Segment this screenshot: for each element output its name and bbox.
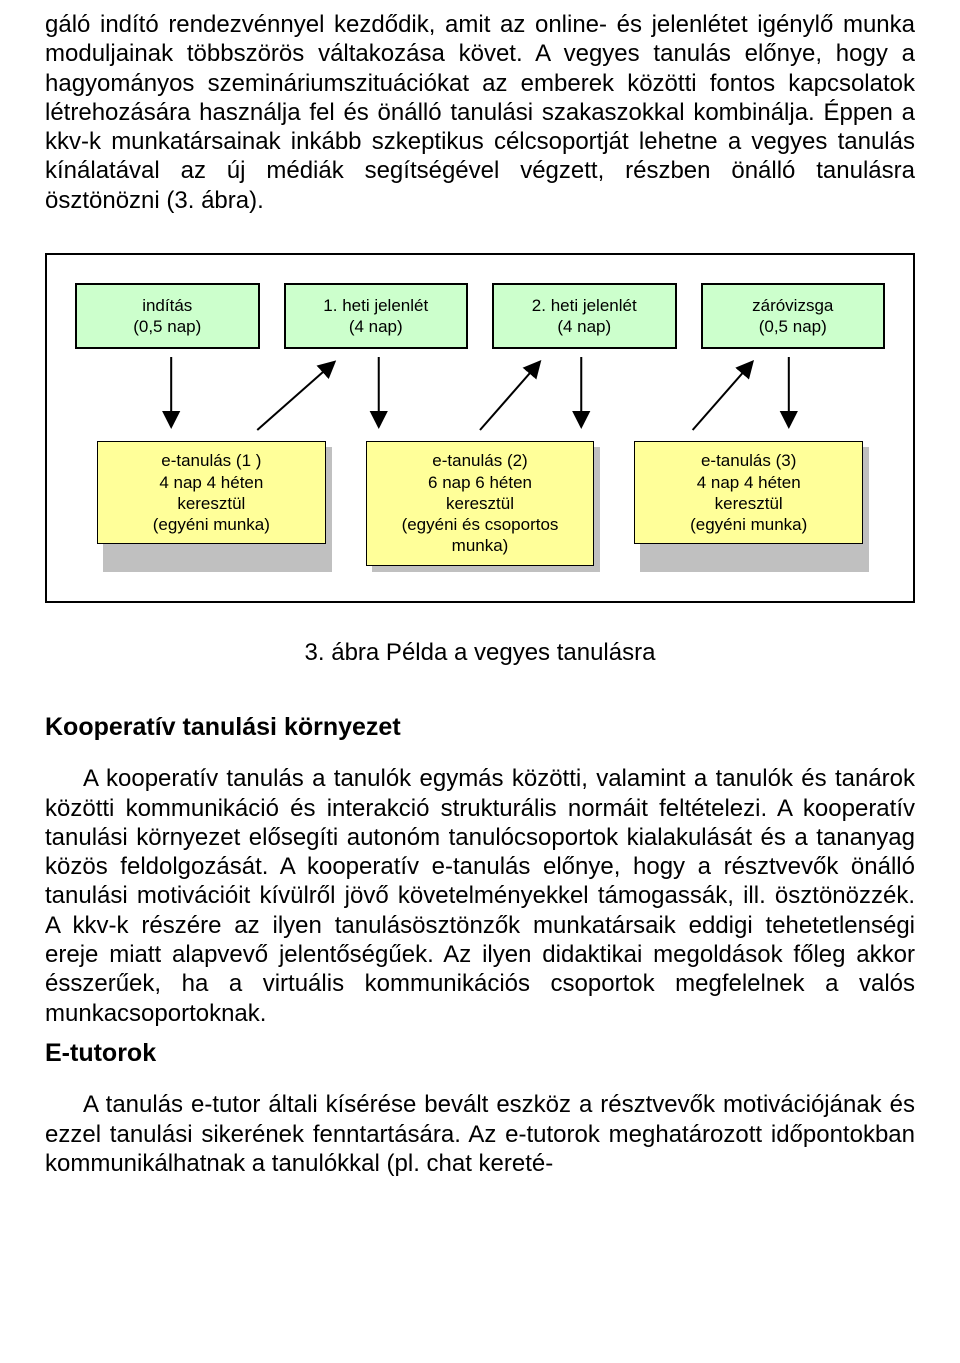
heading-cooperative: Kooperatív tanulási környezet: [45, 712, 915, 743]
etutors-paragraph: A tanulás e-tutor általi kísérése bevált…: [45, 1090, 915, 1178]
intro-paragraph: gáló indító rendezvénnyel kezdődik, amit…: [45, 10, 915, 215]
arrow-connections: [75, 355, 885, 437]
blended-learning-diagram: indítás (0,5 nap) 1. heti jelenlét (4 na…: [45, 253, 915, 603]
figure-caption: 3. ábra Példa a vegyes tanulásra: [45, 638, 915, 667]
elearning-text-3: e-tanulás (3) 4 nap 4 héten keresztül (e…: [634, 441, 863, 544]
cooperative-paragraph: A kooperatív tanulás a tanulók egymás kö…: [45, 764, 915, 1027]
phase-box-final: záróvizsga (0,5 nap): [701, 283, 886, 350]
phase-box-start: indítás (0,5 nap): [75, 283, 260, 350]
elearning-box-2: e-tanulás (2) 6 nap 6 héten keresztül (e…: [366, 441, 595, 565]
yellow-row: e-tanulás (1 ) 4 nap 4 héten keresztül (…: [75, 441, 885, 565]
elearning-text-2: e-tanulás (2) 6 nap 6 héten keresztül (e…: [366, 441, 595, 565]
phase-box-week2: 2. heti jelenlét (4 nap): [492, 283, 677, 350]
heading-etutors: E-tutorok: [45, 1038, 915, 1069]
elearning-text-1: e-tanulás (1 ) 4 nap 4 héten keresztül (…: [97, 441, 326, 544]
elearning-box-3: e-tanulás (3) 4 nap 4 héten keresztül (e…: [634, 441, 863, 565]
elearning-box-1: e-tanulás (1 ) 4 nap 4 héten keresztül (…: [97, 441, 326, 565]
green-row: indítás (0,5 nap) 1. heti jelenlét (4 na…: [75, 283, 885, 350]
phase-box-week1: 1. heti jelenlét (4 nap): [284, 283, 469, 350]
document-page: gáló indító rendezvénnyel kezdődik, amit…: [0, 0, 960, 1198]
